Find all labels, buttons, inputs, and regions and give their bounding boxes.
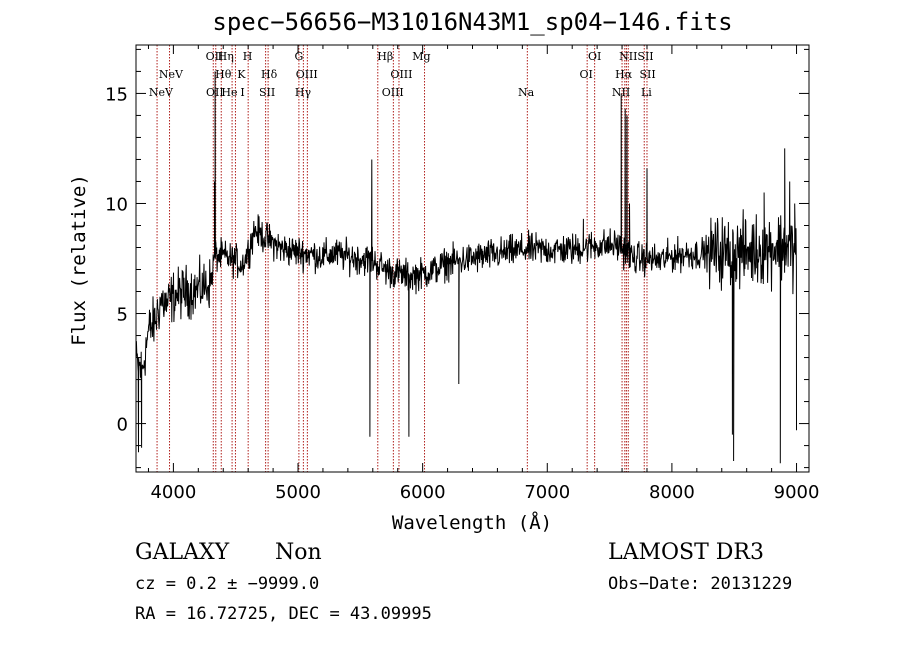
y-tick-label: 15	[105, 84, 128, 105]
spectrum-series	[136, 71, 797, 464]
x-tick-label: 6000	[400, 482, 446, 503]
x-tick-label: 9000	[774, 482, 820, 503]
x-tick-label: 8000	[649, 482, 695, 503]
line-label: SII	[259, 86, 275, 99]
x-tick-label: 5000	[275, 482, 321, 503]
line-label: OIII	[382, 86, 404, 99]
y-tick-label: 10	[105, 194, 128, 215]
line-label: Hα	[615, 68, 633, 81]
x-tick-label: 7000	[524, 482, 570, 503]
line-label: Hδ	[261, 68, 278, 81]
coordinates: RA = 16.72725, DEC = 43.09995	[135, 604, 432, 624]
line-label: OIII	[390, 68, 412, 81]
spectrum-line	[136, 71, 797, 464]
object-class: GALAXY	[135, 540, 230, 565]
line-label: OII	[206, 86, 224, 99]
line-label: Hγ	[295, 86, 312, 99]
line-label: OI	[579, 68, 592, 81]
line-label: OIII	[296, 68, 318, 81]
line-label: OII	[206, 50, 224, 63]
line-label: NeV	[149, 86, 174, 99]
line-label: I	[240, 86, 244, 99]
line-label: Mg	[412, 50, 430, 63]
line-label: K	[237, 68, 246, 81]
line-label: He	[221, 86, 237, 99]
line-label: NII	[612, 86, 630, 99]
x-tick-label: 4000	[150, 482, 196, 503]
y-tick-label: 5	[117, 305, 128, 326]
line-label: OI	[588, 50, 601, 63]
x-axis-label: Wavelength (Å)	[391, 512, 553, 534]
line-label: Hθ	[215, 68, 232, 81]
chart-title: spec−56656−M31016N43M1_sp04−146.fits	[212, 8, 733, 36]
line-label: Hη	[218, 50, 234, 63]
object-subclass: Non	[275, 540, 322, 565]
line-label: H	[243, 50, 253, 63]
redshift-info: cz = 0.2 ± −9999.0	[135, 574, 320, 594]
y-tick-label: 0	[117, 415, 128, 436]
line-label: Hβ	[377, 50, 393, 63]
line-label: Na	[518, 86, 535, 99]
plot-axes: 4000 5000 6000 7000 8000 9000 0 5 10 15	[105, 44, 820, 503]
line-label: SII	[639, 68, 655, 81]
line-label: Li	[641, 86, 652, 99]
line-label: NIISII	[619, 50, 654, 63]
survey-name: LAMOST DR3	[608, 540, 764, 565]
line-label: NeV	[159, 68, 184, 81]
line-label: G	[294, 50, 303, 63]
observation-date: Obs−Date: 20131229	[608, 574, 793, 594]
y-axis-label: Flux (relative)	[68, 174, 90, 346]
